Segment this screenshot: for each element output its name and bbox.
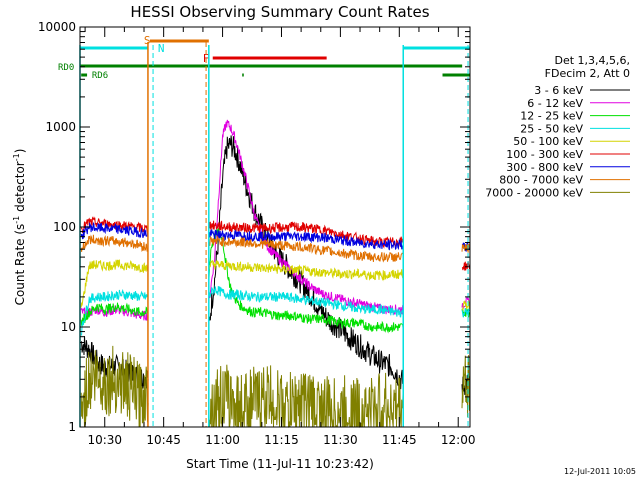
x-tick-label: 11:45 — [382, 433, 417, 447]
y-axis-label: Count Rate (s-1 detector-1) — [12, 149, 27, 306]
rd0-flag-label: RD0 — [58, 63, 74, 73]
saa-flag-label: S — [144, 34, 151, 47]
x-tick-label: 12:00 — [441, 433, 476, 447]
legend-label: 100 - 300 keV — [506, 148, 583, 161]
legend-label: 800 - 7000 keV — [499, 174, 583, 187]
y-tick-label: 1000 — [45, 120, 76, 134]
legend-header-1: Det 1,3,4,5,6, — [554, 54, 630, 67]
series-line-1 — [80, 119, 470, 321]
y-label-sup-1: -1 — [12, 216, 21, 224]
status-flags: SNFRD0RD6 — [58, 34, 470, 81]
legend-label: 12 - 25 keV — [520, 110, 583, 123]
x-axis-label: Start Time (11-Jul-11 10:23:42) — [186, 457, 374, 471]
night-flag-label: N — [158, 42, 165, 55]
y-tick-label: 1 — [68, 420, 76, 434]
x-tick-label: 11:15 — [264, 433, 299, 447]
x-tick-label: 11:30 — [323, 433, 358, 447]
series-line-8 — [80, 345, 470, 429]
legend-label: 7000 - 20000 keV — [485, 186, 583, 199]
y-label-part-3: ) — [13, 149, 27, 154]
x-tick-label: 10:45 — [146, 433, 181, 447]
date-stamp: 12-Jul-2011 10:05 — [564, 467, 636, 476]
y-label-part-1: Count Rate (s — [13, 224, 27, 306]
legend-label: 6 - 12 keV — [527, 97, 583, 110]
legend: Det 1,3,4,5,6, FDecim 2, Att 0 3 - 6 keV… — [485, 54, 630, 199]
x-tick-label: 11:00 — [205, 433, 240, 447]
series-line-4 — [80, 259, 470, 311]
legend-header-2: FDecim 2, Att 0 — [545, 67, 630, 80]
y-tick-label: 10000 — [38, 20, 76, 34]
y-label-sup-2: -1 — [12, 153, 21, 161]
legend-label: 3 - 6 keV — [534, 84, 583, 97]
y-tick-label: 100 — [53, 220, 76, 234]
x-axis-ticks: 10:30 10:45 11:00 11:15 11:30 11:45 12:00 — [84, 27, 476, 447]
y-label-part-2: detector — [13, 161, 27, 216]
chart-title: HESSI Observing Summary Count Rates — [130, 3, 429, 21]
y-axis-ticks: 1 10 100 1000 10000 — [38, 20, 470, 434]
y-tick-label: 10 — [61, 320, 76, 334]
legend-label: 25 - 50 keV — [520, 122, 583, 135]
rd6-flag-label: RD6 — [92, 71, 108, 81]
series-group — [80, 119, 470, 429]
legend-label: 300 - 800 keV — [506, 161, 583, 174]
legend-label: 50 - 100 keV — [513, 135, 583, 148]
x-tick-label: 10:30 — [87, 433, 122, 447]
